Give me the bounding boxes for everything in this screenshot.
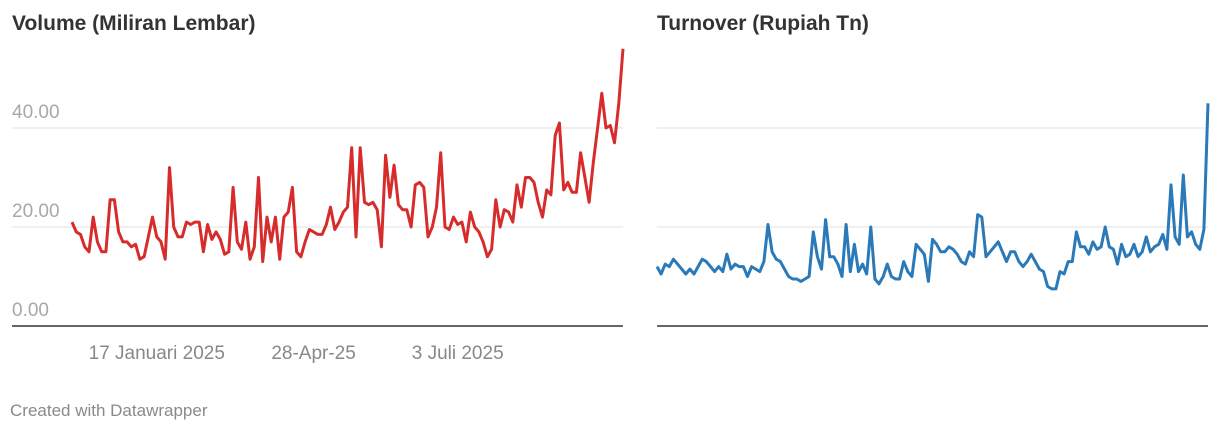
footer: Created with Datawrapper: [10, 401, 208, 420]
chart-title: Turnover (Rupiah Tn): [657, 12, 869, 35]
x-tick-label: 3 Juli 2025: [412, 343, 504, 364]
y-tick-label: 40.00: [12, 102, 60, 123]
line: [70, 48, 625, 264]
x-tick-label: 28-Apr-25: [271, 343, 356, 364]
line: [655, 103, 1210, 291]
y-tick-label: 0.00: [12, 300, 49, 321]
y-tick-label: 20.00: [12, 201, 60, 222]
chart-title: Volume (Miliran Lembar): [12, 12, 255, 35]
x-tick-label: 17 Januari 2025: [89, 343, 225, 364]
